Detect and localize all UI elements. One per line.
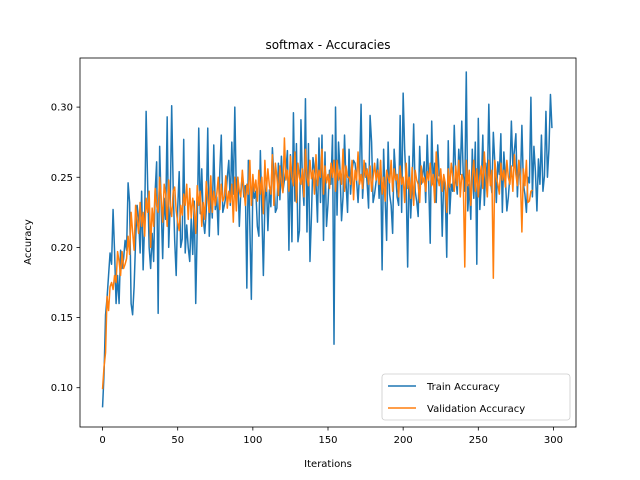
legend-box [381,373,571,421]
y-axis: 0.10 0.15 0.20 0.25 0.30 [51,103,80,394]
x-tick-label: 150 [318,435,337,446]
y-tick-label: 0.15 [51,313,73,324]
x-tick-label: 300 [544,435,563,446]
y-tick-label: 0.30 [51,103,73,114]
y-tick-label: 0.10 [51,383,73,394]
y-tick-label: 0.25 [51,173,73,184]
x-tick-label: 250 [469,435,488,446]
series-line-validation [101,137,533,390]
x-tick-label: 0 [99,435,105,446]
x-axis-label: Iterations [304,459,352,470]
chart-title: softmax - Accuracies [265,38,390,52]
x-tick-label: 50 [171,435,184,446]
y-axis-label: Accuracy [23,219,34,265]
plot-lines [101,71,553,408]
legend-label-train: Train Accuracy [426,382,500,393]
x-tick-label: 200 [394,435,413,446]
x-axis: 0 50 100 150 200 250 300 [99,427,563,446]
x-tick-label: 100 [243,435,262,446]
y-tick-label: 0.20 [51,243,73,254]
legend-label-validation: Validation Accuracy [427,404,525,415]
legend: Train Accuracy Validation Accuracy [381,373,571,421]
